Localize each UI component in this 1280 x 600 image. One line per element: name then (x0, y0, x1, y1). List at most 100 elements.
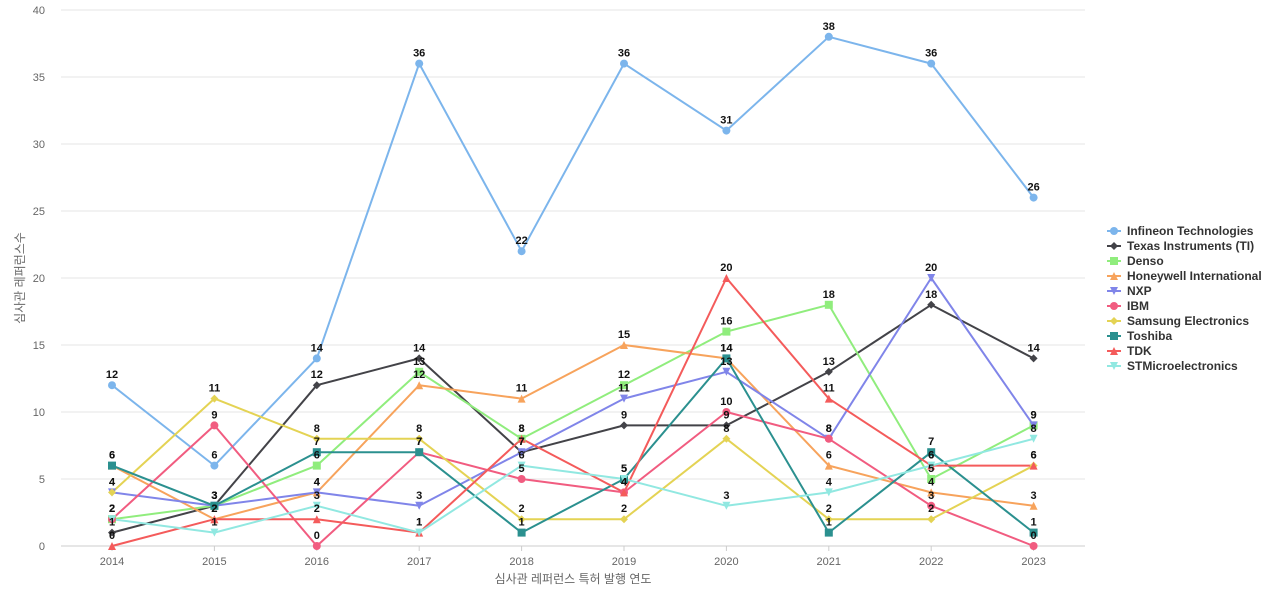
series-line-infineon-technologies (111, 35, 1035, 467)
legend-label: Honeywell International (1127, 269, 1262, 283)
data-label-texas-instruments-ti: 9 (723, 409, 729, 421)
data-label-stmicroelectronics: 1 (416, 517, 422, 529)
data-label-denso: 16 (720, 316, 732, 328)
data-label-nxp: 4 (314, 476, 321, 488)
data-label-samsung-electronics: 4 (109, 476, 116, 488)
data-point-samsung-electronics (620, 515, 628, 524)
data-label-tdk: 2 (314, 503, 320, 515)
data-label-infineon-technologies: 38 (823, 21, 835, 33)
data-label-toshiba: 7 (314, 436, 320, 448)
legend-item-texas-instruments-ti[interactable]: Texas Instruments (TI) (1107, 239, 1254, 253)
data-point-texas-instruments-ti (415, 354, 424, 363)
series-line-samsung-electronics (111, 397, 1035, 521)
legend-marker (1110, 317, 1118, 325)
data-label-honeywell-international: 12 (413, 369, 425, 381)
data-label-samsung-electronics: 2 (519, 503, 525, 515)
data-label-samsung-electronics: 2 (621, 503, 627, 515)
data-point-toshiba (1029, 528, 1038, 537)
data-point-tdk (620, 488, 628, 497)
legend-item-toshiba[interactable]: Toshiba (1107, 329, 1172, 343)
data-point-infineon-technologies (108, 381, 116, 390)
data-label-stmicroelectronics: 3 (723, 490, 729, 502)
data-point-texas-instruments-ti (927, 300, 936, 309)
data-point-texas-instruments-ti (722, 421, 731, 430)
y-axis: 0 5 10 15 20 25 30 35 40 (33, 5, 45, 553)
legend-item-denso[interactable]: Denso (1107, 254, 1164, 268)
y-tick-label: 40 (33, 5, 45, 17)
data-label-samsung-electronics: 8 (314, 423, 320, 435)
data-label-toshiba: 14 (720, 342, 733, 354)
data-label-texas-instruments-ti: 14 (413, 342, 426, 354)
data-point-tdk (824, 394, 833, 403)
data-label-nxp: 13 (720, 356, 732, 368)
data-label-denso: 3 (211, 490, 217, 502)
data-label-texas-instruments-ti: 3 (211, 490, 217, 502)
data-point-ibm (312, 542, 321, 550)
data-label-nxp: 4 (109, 476, 116, 488)
data-label-samsung-electronics: 8 (723, 423, 729, 435)
data-point-texas-instruments-ti (312, 381, 321, 390)
data-label-honeywell-international: 14 (720, 342, 733, 354)
data-label-honeywell-international: 6 (109, 450, 115, 462)
legend-item-samsung-electronics[interactable]: Samsung Electronics (1107, 314, 1249, 328)
legend-label: Infineon Technologies (1127, 224, 1254, 238)
data-point-samsung-electronics (108, 488, 116, 497)
x-tick-label: 2023 (1021, 556, 1045, 568)
data-point-nxp (415, 501, 424, 510)
data-label-ibm: 9 (211, 409, 217, 421)
data-point-honeywell-international (824, 461, 833, 470)
legend-label: Toshiba (1127, 329, 1172, 343)
legend-marker (1110, 332, 1118, 340)
data-label-infineon-technologies: 14 (311, 342, 324, 354)
series-line-ibm (111, 411, 1034, 547)
data-point-denso (722, 327, 731, 336)
data-point-ibm (927, 501, 936, 510)
data-label-samsung-electronics: 2 (928, 503, 934, 515)
data-label-texas-instruments-ti: 14 (1027, 342, 1040, 354)
legend-item-infineon-technologies[interactable]: Infineon Technologies (1107, 224, 1254, 238)
data-point-stmicroelectronics (1029, 434, 1038, 443)
legend-label: NXP (1127, 284, 1152, 298)
data-label-denso: 13 (413, 356, 425, 368)
series-markers (108, 32, 1038, 550)
data-label-stmicroelectronics: 6 (519, 450, 525, 462)
data-label-texas-instruments-ti: 1 (109, 517, 115, 529)
legend-item-ibm[interactable]: IBM (1107, 299, 1149, 313)
data-label-samsung-electronics: 8 (416, 423, 422, 435)
data-label-ibm: 8 (826, 423, 832, 435)
data-point-denso (927, 475, 936, 483)
data-label-texas-instruments-ti: 18 (925, 289, 937, 301)
data-point-ibm (1029, 542, 1038, 550)
data-point-nxp (312, 488, 321, 497)
data-label-honeywell-international: 4 (928, 476, 935, 488)
legend-marker (1110, 227, 1118, 235)
data-point-honeywell-international (1029, 501, 1038, 510)
legend-item-honeywell-international[interactable]: Honeywell International (1107, 269, 1262, 283)
data-point-ibm (210, 421, 219, 430)
legend-marker (1110, 302, 1118, 310)
y-tick-label: 10 (33, 407, 45, 419)
gridlines (61, 9, 1085, 547)
series-line-texas-instruments-ti (111, 303, 1035, 534)
data-label-nxp: 7 (519, 436, 525, 448)
data-point-samsung-electronics (210, 394, 219, 403)
legend-item-nxp[interactable]: NXP (1107, 284, 1152, 298)
data-label-infineon-technologies: 26 (1027, 182, 1039, 194)
data-point-samsung-electronics (312, 434, 321, 443)
data-point-infineon-technologies (517, 247, 526, 256)
legend-item-tdk[interactable]: TDK (1107, 344, 1152, 358)
data-label-tdk: 20 (720, 262, 732, 274)
series-line-toshiba (111, 357, 1035, 534)
series-lines (111, 35, 1035, 547)
data-point-nxp (517, 448, 526, 457)
legend-marker (1110, 272, 1118, 280)
legend-item-stmicroelectronics[interactable]: STMicroelectronics (1107, 359, 1238, 373)
data-point-stmicroelectronics (517, 461, 526, 470)
data-label-infineon-technologies: 12 (106, 369, 118, 381)
data-label-denso: 8 (519, 423, 525, 435)
data-point-honeywell-international (517, 394, 526, 403)
data-label-denso: 18 (823, 289, 835, 301)
data-label-tdk: 8 (519, 423, 525, 435)
